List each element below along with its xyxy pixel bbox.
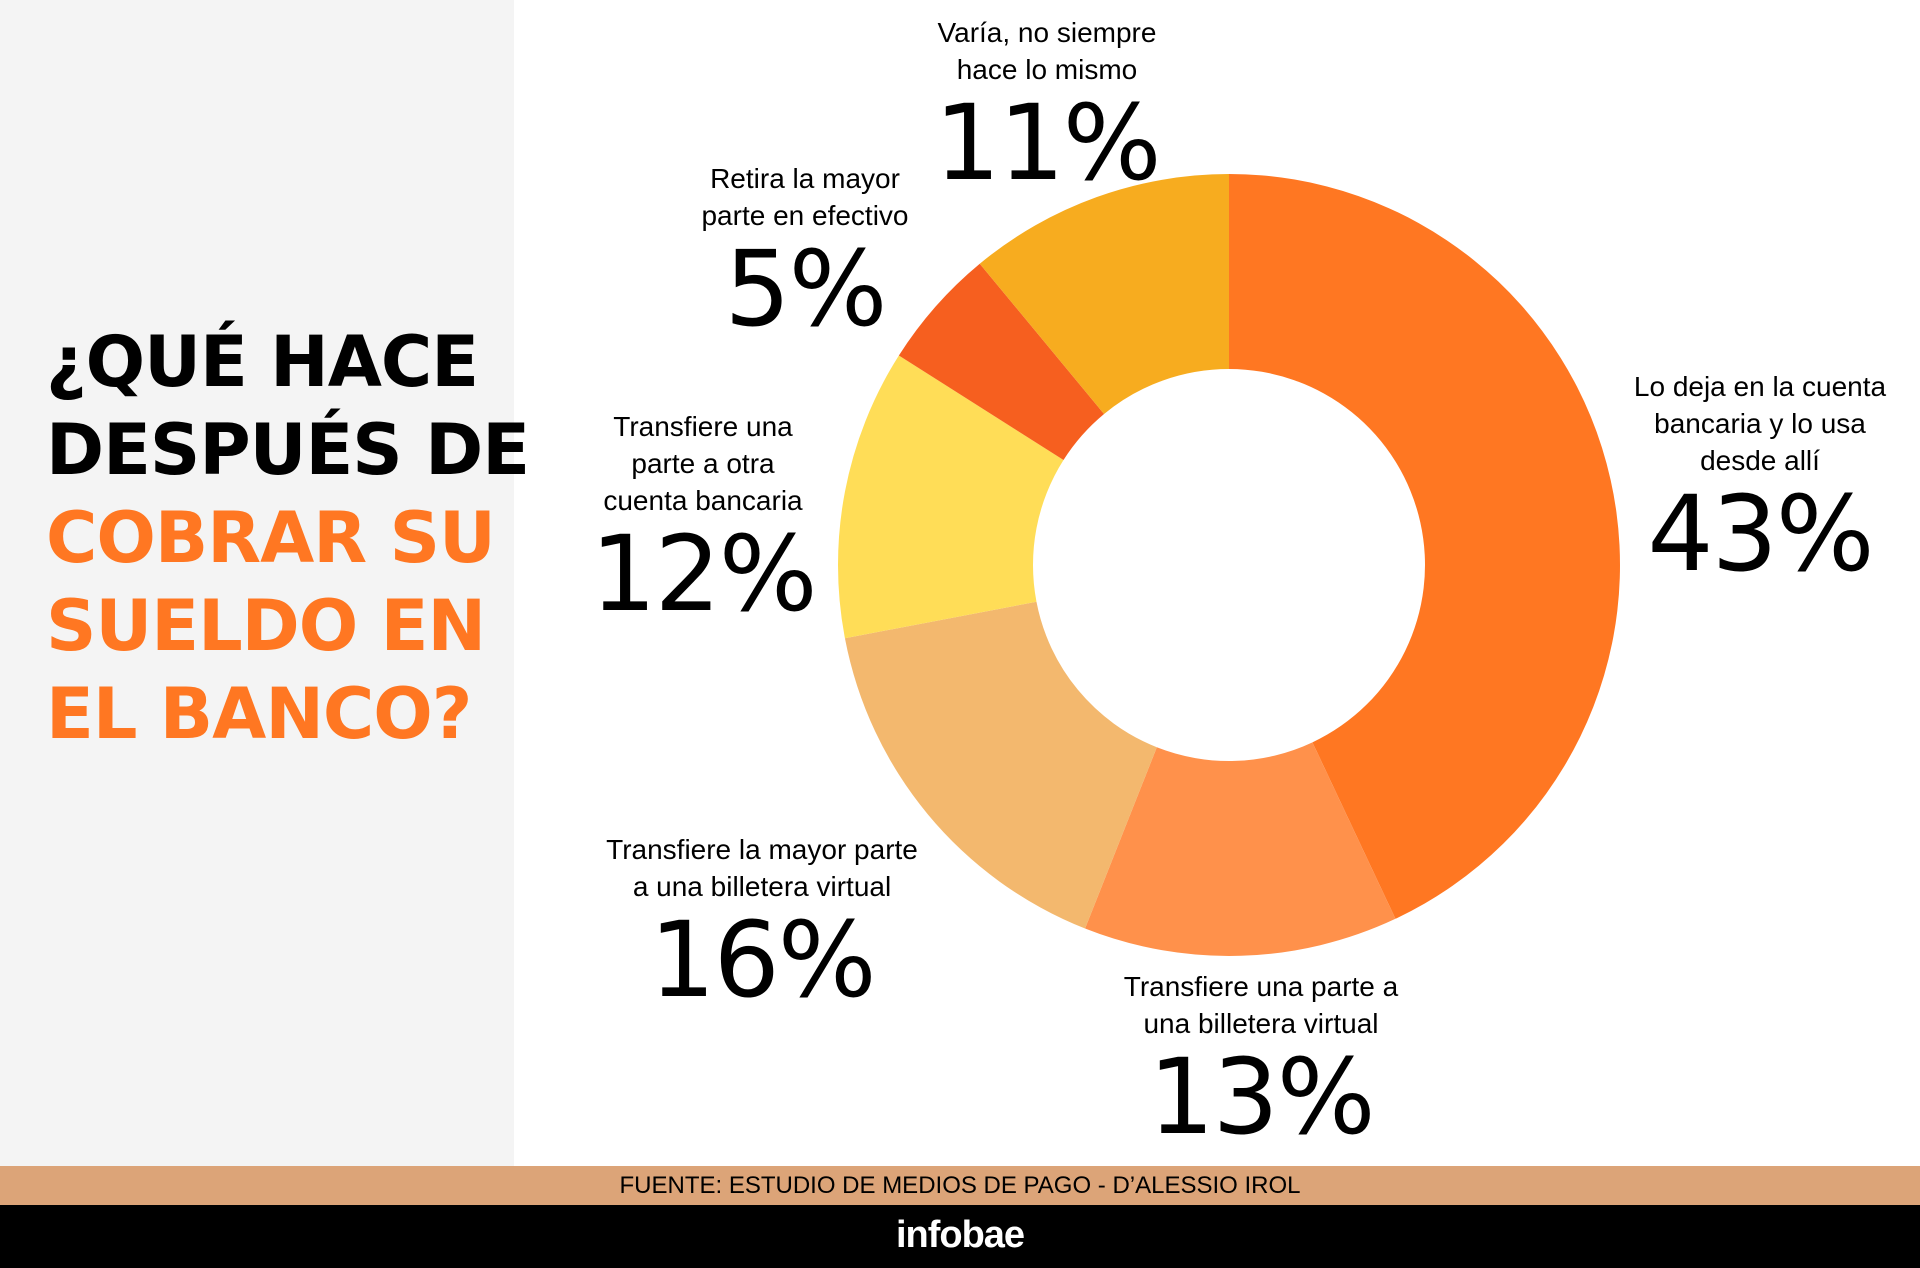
slice-label-text: bancaria y lo usa [1654, 408, 1866, 439]
donut-slice [844, 601, 1157, 929]
slice-label: Transfiere una parte a otra cuenta bancari… [590, 408, 817, 635]
page-title: ¿QUÉ HACE DESPUÉS DE COBRAR SU SUELDO EN… [46, 318, 530, 758]
donut-slice [1229, 174, 1620, 919]
slice-label-text: una billetera virtual [1143, 1008, 1379, 1039]
title-line: COBRAR SU [46, 497, 496, 579]
donut-slice [1085, 742, 1396, 956]
slice-label-text: parte a otra [631, 448, 775, 479]
slice-label-text: parte en efectivo [701, 200, 909, 231]
slice-value: 13% [1148, 1036, 1375, 1158]
slice-label: Retira la mayor parte en efectivo 5% [701, 160, 908, 344]
slice-value: 12% [590, 513, 817, 635]
slice-label: Transfiere una parte a una billetera virt… [1124, 968, 1398, 1152]
left-panel: ¿QUÉ HACE DESPUÉS DE COBRAR SU SUELDO EN… [0, 0, 530, 1166]
slice-label-text: a una billetera virtual [632, 871, 892, 902]
slice-value: 11% [934, 82, 1161, 204]
slice-label-text: Transfiere una parte a [1123, 971, 1399, 1002]
brand-logo: infobae [0, 1205, 1920, 1268]
slice-label: Lo deja en la cuenta bancaria y lo usa des… [1634, 368, 1886, 589]
slice-label-text: Transfiere una [613, 411, 793, 442]
slice-value: 43% [1647, 473, 1874, 595]
title-line: ¿QUÉ HACE [46, 321, 479, 403]
slice-label-text: Transfiere la mayor parte [606, 834, 918, 865]
donut-slice [838, 355, 1064, 639]
slice-value: 5% [724, 228, 888, 350]
slice-label-text: Lo deja en la cuenta [1633, 371, 1887, 402]
slice-label: Varía, no siempre hace lo mismo 11% [934, 14, 1161, 204]
title-line: DESPUÉS DE [46, 409, 530, 491]
donut-slice [898, 263, 1105, 460]
slice-value: 16% [649, 899, 876, 1021]
slice-label-text: hace lo mismo [956, 54, 1138, 85]
source-note: FUENTE: ESTUDIO DE MEDIOS DE PAGO - D’AL… [0, 1166, 1920, 1205]
slice-label-text: desde allí [1700, 445, 1820, 476]
slice-label-text: Varía, no siempre [937, 17, 1157, 48]
slice-label: Transfiere la mayor parte a una billetera… [606, 831, 918, 1015]
title-line: SUELDO EN [46, 585, 486, 667]
donut-chart [838, 174, 1620, 956]
slice-label-text: Retira la mayor [710, 163, 900, 194]
title-line: EL BANCO? [46, 673, 472, 755]
donut-slice [979, 174, 1229, 414]
slice-label-text: cuenta bancaria [603, 485, 803, 516]
